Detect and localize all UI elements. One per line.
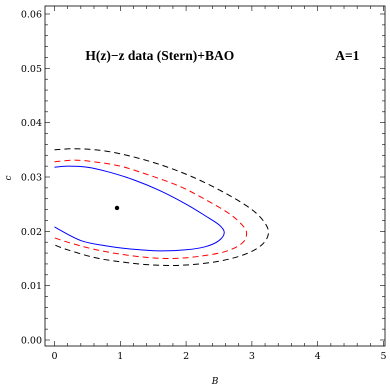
- y-tick-label: 0.00: [21, 336, 42, 347]
- y-tick-label: 0.04: [21, 118, 42, 129]
- axis-ticks: [45, 6, 385, 346]
- annotation-param: A=1: [335, 48, 359, 63]
- x-tick-label: 2: [183, 351, 189, 362]
- plot-frame: [44, 5, 386, 347]
- y-axis-label: c: [4, 175, 14, 180]
- confidence-contours: [54, 148, 269, 266]
- contour-1: [54, 165, 225, 252]
- x-tick-label: 4: [315, 351, 321, 362]
- x-axis-label: B: [211, 377, 219, 387]
- annotation-dataset: H(z)−z data (Stern)+BAO: [85, 48, 234, 63]
- y-tick-label: 0.06: [21, 10, 42, 21]
- y-tick-label: 0.01: [21, 281, 42, 292]
- contour-2: [54, 159, 248, 260]
- x-tick-label: 3: [249, 351, 255, 362]
- y-tick-label: 0.03: [21, 173, 42, 184]
- y-tick-label: 0.05: [21, 64, 42, 75]
- contour-3: [54, 148, 269, 266]
- best-fit-point: [114, 205, 120, 211]
- x-tick-label: 1: [117, 351, 123, 362]
- x-tick-label: 5: [380, 351, 386, 362]
- tick-labels: 0 1 2 3 4 5 0.00 0.01 0.02 0.03 0.04 0.05 0.06: [21, 10, 387, 363]
- x-tick-label: 0: [51, 351, 57, 362]
- y-tick-label: 0.02: [21, 227, 42, 238]
